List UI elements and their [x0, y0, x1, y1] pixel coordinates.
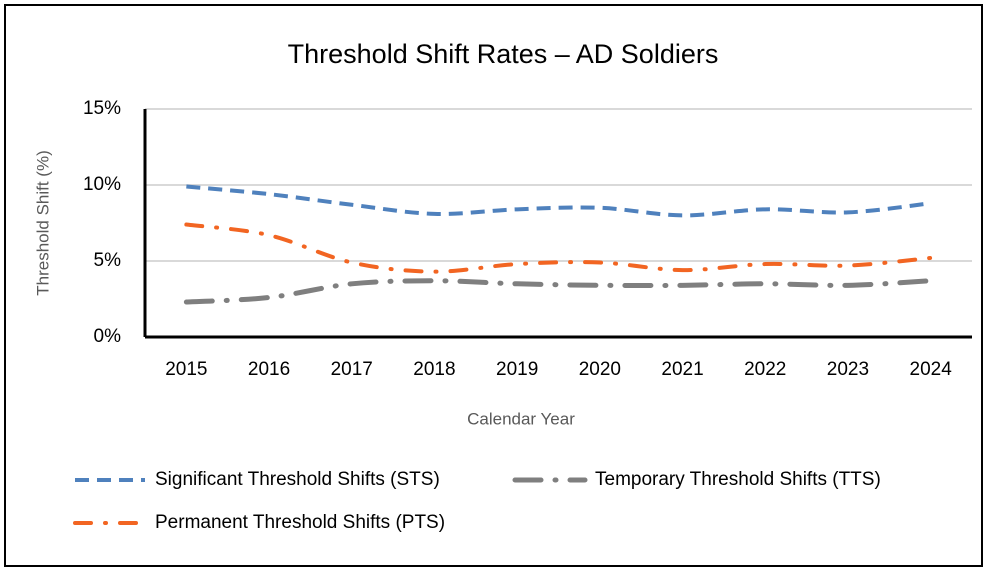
x-tick-label: 2020 [579, 359, 621, 380]
frame [4, 4, 983, 567]
legend-label: Significant Threshold Shifts (STS) [155, 469, 440, 490]
x-tick-label: 2017 [331, 359, 373, 380]
y-tick-label: 15% [83, 98, 121, 119]
x-tick-label: 2023 [827, 359, 869, 380]
x-tick-label: 2024 [910, 359, 953, 380]
y-tick-label: 5% [94, 250, 122, 271]
x-tick-label: 2019 [496, 359, 538, 380]
series-line [183, 278, 934, 305]
chart-title: Threshold Shift Rates – AD Soldiers [288, 39, 719, 69]
y-tick-label: 10% [83, 174, 121, 195]
series-line [186, 184, 931, 218]
legend-label: Permanent Threshold Shifts (PTS) [155, 512, 445, 533]
y-tick-label: 0% [94, 326, 122, 347]
x-tick-label: 2018 [413, 359, 455, 380]
y-axis-title: Threshold Shift (%) [33, 150, 52, 296]
legend-label: Temporary Threshold Shifts (TTS) [595, 469, 881, 490]
x-tick-label: 2016 [248, 359, 290, 380]
x-tick-label: 2015 [165, 359, 207, 380]
x-tick-label: 2022 [744, 359, 786, 380]
x-tick-label: 2021 [661, 359, 703, 380]
x-axis-title: Calendar Year [467, 409, 575, 428]
